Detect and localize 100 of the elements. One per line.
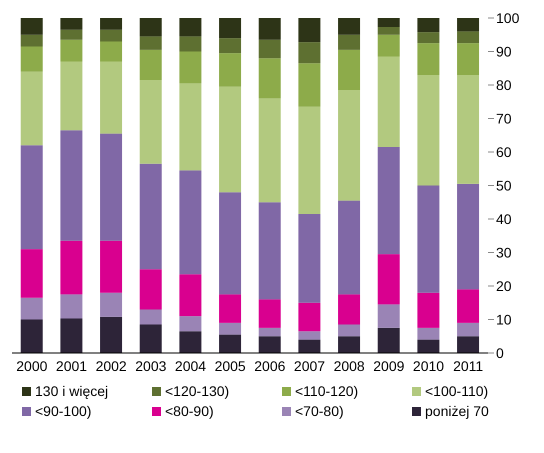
bar [179, 36, 202, 52]
bar [378, 328, 400, 353]
bar [179, 18, 202, 36]
bar [100, 134, 122, 241]
bar [378, 254, 400, 304]
legend-label: <100-110) [425, 383, 488, 399]
bar [378, 27, 400, 35]
bar [140, 164, 162, 270]
bar [179, 274, 202, 316]
bar [60, 294, 82, 318]
bar [298, 42, 320, 64]
bar [219, 86, 242, 192]
bar [417, 43, 440, 75]
bar [140, 269, 162, 310]
y-tick-label: 60 [496, 144, 512, 160]
bar [60, 318, 82, 353]
x-tick-label: 2002 [96, 358, 127, 374]
x-tick-label: 2003 [135, 358, 167, 374]
bar [100, 292, 122, 317]
bar [457, 31, 480, 44]
bar [417, 328, 440, 340]
bar [219, 334, 242, 353]
x-tick-label: 2009 [373, 358, 405, 374]
bar [298, 302, 320, 332]
bar [378, 34, 400, 57]
bar [140, 50, 162, 80]
bar [20, 46, 43, 72]
bar [20, 34, 43, 46]
bar [457, 18, 480, 32]
bar [179, 83, 202, 170]
bar [298, 63, 320, 107]
bar [179, 170, 202, 274]
bar [140, 309, 162, 325]
bar [20, 320, 43, 353]
bar [338, 294, 360, 325]
bar [378, 18, 400, 28]
bar [20, 298, 43, 320]
x-tick-label: 2006 [254, 358, 286, 374]
bar [20, 145, 43, 250]
bar [60, 62, 82, 130]
bar [100, 316, 122, 353]
bar [298, 331, 320, 340]
y-tick-label: 70 [496, 110, 512, 126]
bar [338, 336, 360, 353]
x-tick-label: 2011 [453, 358, 484, 374]
bar [457, 336, 480, 353]
bar [100, 62, 122, 134]
bar [60, 240, 82, 294]
x-tick-label: 2001 [56, 358, 88, 374]
bar [338, 324, 360, 336]
bar [140, 18, 162, 36]
bar [60, 18, 82, 30]
y-tick-label: 40 [496, 210, 512, 227]
bar [338, 34, 360, 50]
bar [417, 186, 440, 293]
bar [417, 18, 440, 32]
bar [378, 146, 400, 254]
bar [338, 90, 360, 201]
y-tick-label: 10 [496, 311, 512, 328]
bar [20, 72, 43, 146]
bar [20, 249, 43, 298]
bar [298, 106, 320, 214]
legend-label: <120-130) [165, 383, 230, 399]
bar [338, 18, 360, 35]
y-tick-label: 80 [496, 76, 512, 93]
bar [457, 322, 480, 336]
bar [457, 184, 480, 290]
bar [20, 18, 43, 35]
x-tick-label: 2004 [174, 358, 206, 374]
bar [100, 41, 122, 62]
bar [298, 18, 320, 42]
bar [457, 43, 480, 75]
legend-label: <80-90) [165, 403, 214, 419]
bar [338, 200, 360, 294]
bar [60, 30, 82, 40]
bar [100, 30, 122, 42]
legend-label: <90-100) [35, 403, 92, 419]
bar [219, 38, 242, 54]
bar [457, 289, 480, 323]
y-tick-label: 100 [496, 10, 520, 26]
bar [457, 74, 480, 184]
bar [140, 324, 162, 353]
bar [258, 18, 281, 40]
bar [179, 52, 202, 84]
x-tick-label: 2008 [334, 358, 365, 374]
bar [60, 40, 82, 62]
bar [219, 18, 242, 38]
y-tick-label: 30 [496, 244, 512, 260]
bar [60, 130, 82, 241]
x-tick-label: 2000 [16, 358, 48, 374]
bar [258, 202, 281, 300]
bar [219, 322, 242, 335]
bar [179, 316, 202, 332]
bar [417, 32, 440, 44]
legend-label: 130 i więcej [35, 383, 108, 399]
bar [338, 50, 360, 90]
bar [258, 336, 281, 353]
bar [258, 299, 281, 328]
x-tick-label: 2007 [294, 358, 326, 374]
legend-label: <70-80) [295, 403, 344, 419]
